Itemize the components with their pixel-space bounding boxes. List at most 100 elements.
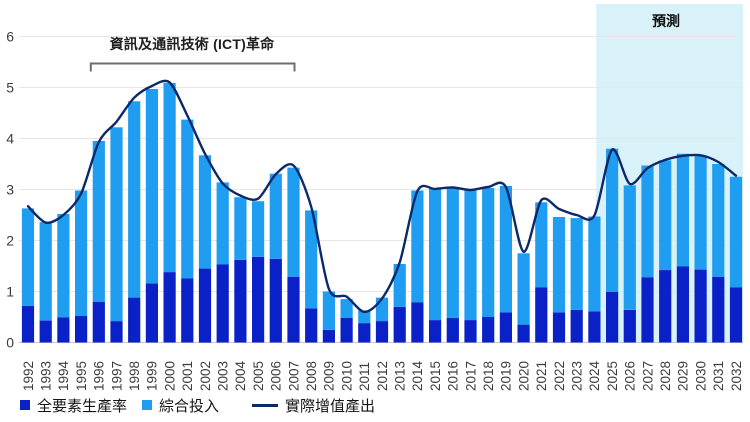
output-line [26,79,738,314]
bar-inputs-2025 [606,148,619,292]
bar-tfp-2019 [499,312,512,343]
bar-inputs-2014 [411,190,424,303]
bar-tfp-2018 [482,317,495,343]
legend-item-tfp: 全要素生產率 [20,394,127,416]
bar-tfp-2031 [712,276,725,343]
bar-tfp-2020 [517,324,530,343]
bar-inputs-1998 [128,101,141,298]
annotation-bracket [89,62,296,72]
bar-inputs-2023 [570,218,583,310]
bar-tfp-2010 [340,318,353,343]
bar-tfp-2005 [252,256,265,343]
bar-inputs-1999 [145,89,158,284]
x-tick-label-2018: 2018 [481,361,496,391]
bar-inputs-1994 [57,214,70,318]
x-tick-label-2023: 2023 [570,361,585,391]
x-tick-label-2022: 2022 [552,361,567,391]
bar-inputs-2013 [393,264,406,307]
y-tick-label: 1 [6,284,14,300]
bar-inputs-2006 [269,173,282,259]
x-tick-label-2004: 2004 [233,360,248,391]
x-tick-label-1994: 1994 [56,360,71,391]
bar-tfp-1993 [39,320,52,343]
bar-tfp-2024 [588,311,601,343]
y-tick-label: 3 [6,182,14,198]
bar-tfp-2013 [393,306,406,343]
y-tick-label: 6 [6,29,14,45]
x-tick-label-1997: 1997 [109,361,124,391]
bar-inputs-2032 [729,176,743,288]
x-tick-label-2028: 2028 [658,361,673,391]
bar-tfp-2009 [322,329,335,343]
bar-tfp-1999 [145,283,158,343]
bar-inputs-2026 [623,185,636,310]
x-tick-label-2031: 2031 [711,361,726,391]
bar-tfp-2027 [641,277,654,343]
x-tick-label-1993: 1993 [39,361,54,391]
bar-tfp-2007 [287,276,300,343]
bar-inputs-2009 [322,291,335,330]
bar-tfp-2016 [446,318,459,343]
bar-tfp-2006 [269,258,282,343]
legend-label-tfp: 全要素生產率 [37,397,128,415]
bar-inputs-2031 [712,164,725,277]
x-tick-label-2027: 2027 [640,361,655,391]
bar-tfp-2032 [729,287,743,343]
bar-tfp-1998 [128,297,141,343]
bar-inputs-2017 [464,190,477,320]
bar-tfp-2002 [198,268,212,343]
x-tick-label-2000: 2000 [162,361,177,391]
x-tick-label-2001: 2001 [180,361,195,391]
x-tick-label-2012: 2012 [375,361,390,391]
bar-inputs-2007 [287,167,300,277]
bar-inputs-2030 [694,155,707,270]
bar-tfp-2017 [464,320,477,343]
bar-tfp-2008 [305,308,318,343]
x-tick-label-1999: 1999 [145,361,160,391]
x-tick-label-2032: 2032 [729,361,744,391]
bar-tfp-2014 [411,302,424,343]
legend-item-inputs: 綜合投入 [142,394,219,416]
x-tick-label-2011: 2011 [357,362,372,391]
bar-tfp-1995 [75,316,88,343]
x-tick-label-1998: 1998 [127,361,142,391]
bar-inputs-2001 [181,119,194,279]
bar-tfp-2021 [535,287,548,343]
legend: 全要素生產率 綜合投入 實際增值產出 [0,392,750,420]
x-tick-label-2024: 2024 [587,360,602,391]
y-tick-label: 2 [6,233,14,249]
bar-inputs-2018 [482,188,495,317]
x-tick-label-2006: 2006 [269,361,284,391]
y-tick-label: 4 [6,131,14,147]
legend-swatch-output-line-icon [252,403,278,407]
bar-inputs-2028 [659,160,672,270]
legend-item-output: 實際增值產出 [252,394,375,416]
bar-tfp-2028 [659,270,672,343]
bar-inputs-2024 [588,216,601,312]
x-tick-label-2020: 2020 [516,361,531,391]
bar-tfp-2022 [552,312,566,343]
legend-label-output: 實際增值產出 [285,397,376,415]
bar-tfp-2000 [163,272,176,343]
bar-inputs-2016 [446,187,459,319]
bar-inputs-2010 [340,299,353,318]
bar-inputs-2011 [358,310,371,324]
bar-inputs-2005 [252,201,265,257]
bar-tfp-2025 [606,292,619,343]
bar-inputs-2029 [676,153,689,267]
x-tick-label-2026: 2026 [623,361,638,391]
bar-tfp-2029 [676,266,689,343]
bar-tfp-2026 [623,309,636,343]
bar-inputs-2019 [499,185,512,313]
x-tick-label-1995: 1995 [74,361,89,391]
x-tick-label-2030: 2030 [693,361,708,391]
legend-swatch-tfp-icon [20,400,30,410]
x-tick-label-2013: 2013 [393,361,408,391]
x-tick-label-2008: 2008 [304,361,319,391]
y-tick-label: 5 [6,80,14,96]
bar-inputs-2015 [429,188,442,321]
bar-inputs-2021 [535,202,548,288]
x-tick-label-1992: 1992 [21,361,36,391]
